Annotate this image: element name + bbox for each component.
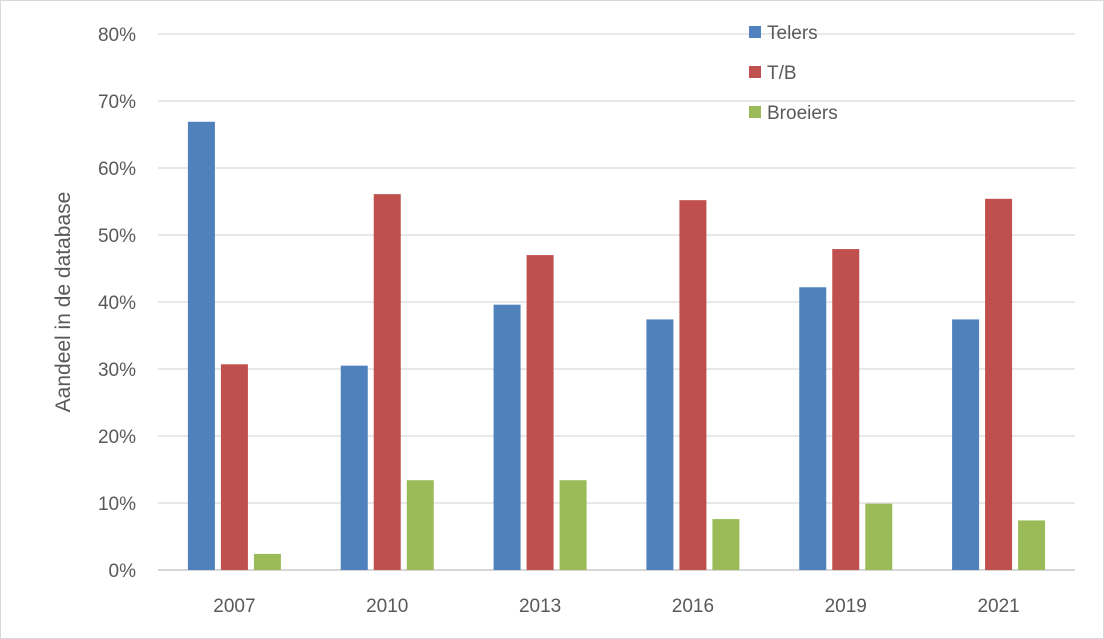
bar-broeiers-2019	[865, 503, 893, 570]
y-tick-label: 80%	[98, 25, 136, 46]
x-tick-label: 2013	[519, 596, 561, 617]
bar-t-b-2010	[373, 194, 401, 570]
y-axis-ticks: 0% 10% 20% 30% 40% 50% 60% 70% 80%	[98, 25, 136, 582]
x-tick-label: 2021	[977, 596, 1019, 617]
y-tick-label: 0%	[109, 561, 137, 582]
legend-label: T/B	[767, 63, 797, 84]
bar-broeiers-2021	[1018, 520, 1046, 570]
bar-broeiers-2013	[559, 480, 587, 570]
y-tick-label: 60%	[98, 159, 136, 180]
bar-broeiers-2010	[406, 480, 434, 570]
bar-telers-2013	[493, 304, 521, 570]
legend-swatch	[749, 106, 761, 118]
bar-telers-2016	[646, 319, 674, 570]
bar-t-b-2016	[679, 200, 707, 570]
bar-t-b-2013	[526, 255, 554, 570]
bar-telers-2010	[340, 365, 368, 570]
y-tick-label: 40%	[98, 293, 136, 314]
bars	[187, 121, 1046, 571]
bar-broeiers-2007	[253, 553, 281, 570]
legend-label: Broeiers	[767, 103, 838, 124]
y-tick-label: 20%	[98, 427, 136, 448]
bar-telers-2007	[187, 121, 215, 571]
x-tick-label: 2016	[672, 596, 714, 617]
legend: Telers T/B Broeiers	[749, 23, 838, 124]
bar-t-b-2019	[832, 249, 860, 570]
y-axis-title: Aandeel in de database	[52, 192, 75, 413]
gridlines	[158, 33, 1075, 571]
legend-swatch	[749, 26, 761, 38]
x-tick-label: 2010	[366, 596, 408, 617]
x-axis-ticks: 2007 2010 2013 2016 2019 2021	[213, 596, 1019, 617]
bar-t-b-2007	[220, 364, 248, 570]
bar-telers-2019	[799, 287, 827, 570]
y-tick-label: 30%	[98, 360, 136, 381]
legend-swatch	[749, 66, 761, 78]
bar-telers-2021	[952, 319, 980, 570]
bar-t-b-2021	[985, 198, 1013, 570]
bar-broeiers-2016	[712, 519, 740, 570]
x-tick-label: 2007	[213, 596, 255, 617]
legend-label: Telers	[767, 23, 818, 44]
y-tick-label: 10%	[98, 494, 136, 515]
y-tick-label: 70%	[98, 92, 136, 113]
y-tick-label: 50%	[98, 226, 136, 247]
x-tick-label: 2019	[825, 596, 867, 617]
